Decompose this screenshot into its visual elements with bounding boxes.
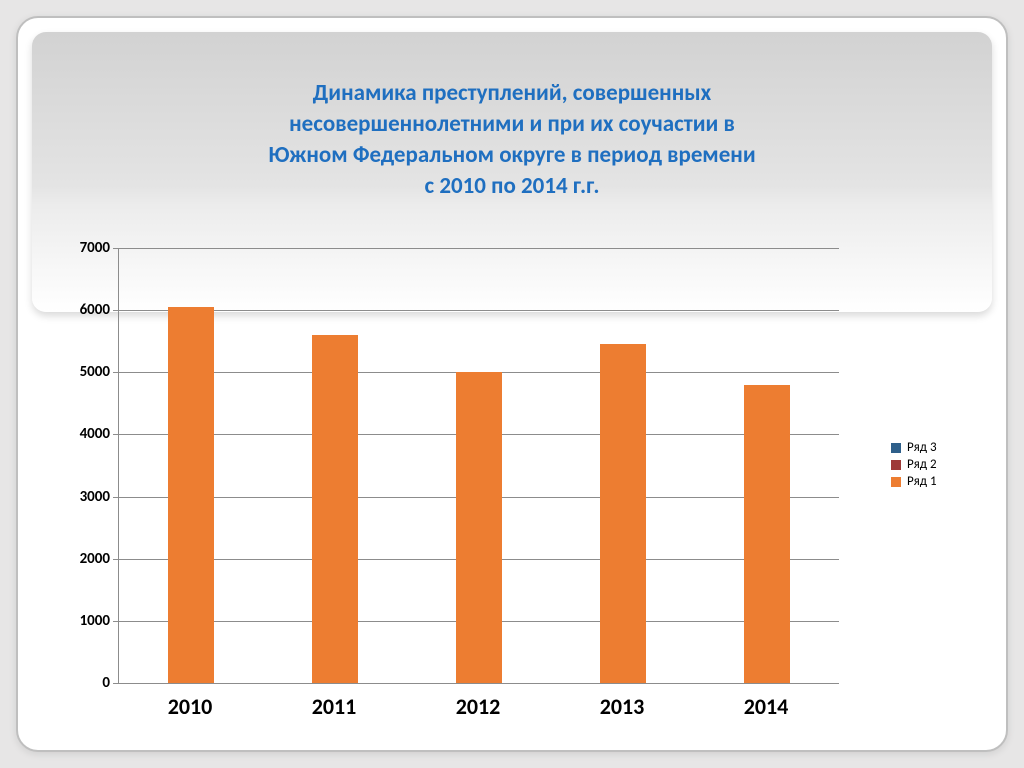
legend-item: Ряд 2 (891, 457, 986, 472)
bar-chart: 0100020003000400050006000700020102011201… (58, 248, 958, 728)
slide-outer: Динамика преступлений, совершенныхнесове… (0, 0, 1024, 768)
y-tick-mark (113, 248, 119, 249)
title-line: несовершеннолетними и при их соучастии в (18, 109, 1006, 140)
y-tick-mark (113, 310, 119, 311)
y-tick-mark (113, 683, 119, 684)
plot-area (118, 248, 839, 684)
y-tick-mark (113, 434, 119, 435)
bar (312, 335, 358, 683)
grid-line (119, 310, 839, 311)
y-axis-label: 0 (60, 674, 110, 692)
y-axis-label: 6000 (60, 301, 110, 319)
y-tick-mark (113, 497, 119, 498)
legend-item: Ряд 3 (891, 440, 986, 455)
bar (600, 344, 646, 683)
x-axis-label: 2014 (744, 693, 789, 720)
y-axis-label: 3000 (60, 488, 110, 506)
y-axis-label: 5000 (60, 363, 110, 381)
legend-label: Ряд 2 (907, 457, 937, 472)
slide-title: Динамика преступлений, совершенныхнесове… (18, 78, 1006, 202)
legend-label: Ряд 3 (907, 440, 937, 455)
slide-frame: Динамика преступлений, совершенныхнесове… (16, 16, 1008, 752)
legend-swatch (891, 460, 901, 470)
x-axis-label: 2013 (600, 693, 645, 720)
legend-item: Ряд 1 (891, 474, 986, 489)
x-axis-label: 2012 (456, 693, 501, 720)
y-axis-label: 4000 (60, 425, 110, 443)
legend-swatch (891, 443, 901, 453)
grid-line (119, 248, 839, 249)
chart-legend: Ряд 3 Ряд 2 Ряд 1 (891, 438, 986, 491)
legend-label: Ряд 1 (907, 474, 937, 489)
y-tick-mark (113, 559, 119, 560)
title-line: с 2010 по 2014 г.г. (18, 171, 1006, 202)
y-axis-label: 7000 (60, 239, 110, 257)
title-line: Южном Федеральном округе в период времен… (18, 140, 1006, 171)
y-tick-mark (113, 621, 119, 622)
x-axis-label: 2011 (312, 693, 357, 720)
y-axis-label: 2000 (60, 550, 110, 568)
bar (744, 385, 790, 683)
title-line: Динамика преступлений, совершенных (18, 78, 1006, 109)
bar (456, 372, 502, 683)
x-axis-label: 2010 (168, 693, 213, 720)
bar (168, 307, 214, 683)
legend-swatch (891, 477, 901, 487)
y-axis-label: 1000 (60, 612, 110, 630)
y-tick-mark (113, 372, 119, 373)
